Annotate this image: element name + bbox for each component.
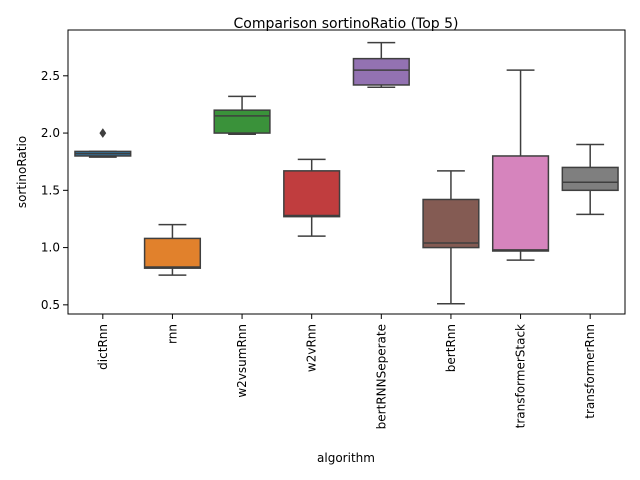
box-bertRNNSeperate [352,41,410,89]
x-tick-label: w2vRnn [305,324,319,372]
plot-area [74,41,619,305]
box-iqr [283,170,341,218]
y-tick-label: 0.5 [41,298,60,312]
x-tick-label: transformerRnn [583,324,597,419]
box-w2vsumRnn [213,95,271,135]
y-tick-label: 2.0 [41,126,60,140]
x-tick-label: bertRNNSeperate [374,324,388,429]
box-iqr [143,237,202,269]
chart-title: Comparison sortinoRatio (Top 5) [233,16,458,32]
x-tick-label: w2vsumRnn [235,324,249,398]
box-iqr [352,57,410,86]
box-transformerStack [491,69,550,261]
y-tick-label: 1.5 [41,183,60,197]
box-iqr [422,198,480,249]
x-tick-label: bertRnn [444,324,458,372]
outlier-point [99,128,107,138]
box-bertRnn [422,170,480,305]
x-tick-label: transformerStack [514,324,528,428]
x-axis-label: algorithm [317,451,375,465]
y-axis: 0.5 1.0 1.5 2.0 2.5 [41,69,68,312]
box-iqr [491,155,550,252]
box-dictRnn [74,128,132,158]
box-iqr [213,109,271,134]
box-iqr [561,166,619,192]
x-tick-label: dictRnn [96,324,110,370]
y-tick-label: 2.5 [41,69,60,83]
box-w2vRnn [283,158,341,237]
plot-frame [67,29,626,315]
x-tick-label: rnn [165,324,179,344]
y-tick-label: 1.0 [41,241,60,255]
y-axis-label: sortinoRatio [15,136,29,208]
x-axis: dictRnn rnn w2vsumRnn w2vRnn bertRNNSeperate… [96,314,597,429]
box-rnn [143,223,202,276]
box-transformerRnn [561,143,619,216]
